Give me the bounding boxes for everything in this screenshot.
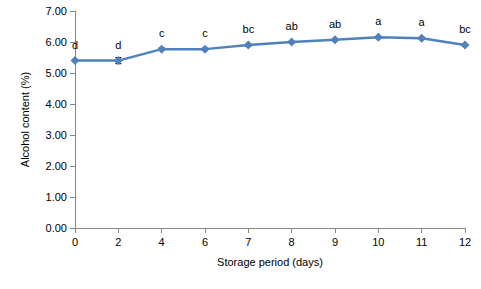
svg-text:d: d — [115, 39, 121, 51]
svg-text:ab: ab — [286, 20, 298, 32]
svg-text:0: 0 — [72, 236, 78, 248]
svg-text:2.00: 2.00 — [46, 160, 67, 172]
svg-text:5.00: 5.00 — [46, 67, 67, 79]
svg-text:bc: bc — [459, 23, 471, 35]
svg-text:bc: bc — [243, 23, 255, 35]
svg-text:1.00: 1.00 — [46, 191, 67, 203]
svg-text:8: 8 — [289, 236, 295, 248]
svg-text:4.00: 4.00 — [46, 98, 67, 110]
svg-text:Alcohol content (%): Alcohol content (%) — [19, 72, 31, 167]
svg-text:0.00: 0.00 — [46, 222, 67, 234]
svg-text:4: 4 — [159, 236, 165, 248]
svg-text:7.00: 7.00 — [46, 5, 67, 17]
svg-text:7: 7 — [245, 236, 251, 248]
svg-text:9: 9 — [332, 236, 338, 248]
svg-text:Storage period (days): Storage period (days) — [217, 256, 323, 268]
svg-text:a: a — [419, 16, 426, 28]
svg-text:10: 10 — [372, 236, 384, 248]
svg-text:6.00: 6.00 — [46, 36, 67, 48]
svg-text:11: 11 — [416, 236, 427, 248]
svg-text:c: c — [159, 27, 165, 39]
svg-text:d: d — [72, 39, 78, 51]
svg-text:12: 12 — [459, 236, 471, 248]
svg-text:2: 2 — [115, 236, 121, 248]
svg-text:3.00: 3.00 — [46, 129, 67, 141]
svg-text:c: c — [202, 27, 208, 39]
svg-text:a: a — [375, 15, 382, 27]
svg-text:ab: ab — [329, 18, 341, 30]
svg-text:6: 6 — [202, 236, 208, 248]
